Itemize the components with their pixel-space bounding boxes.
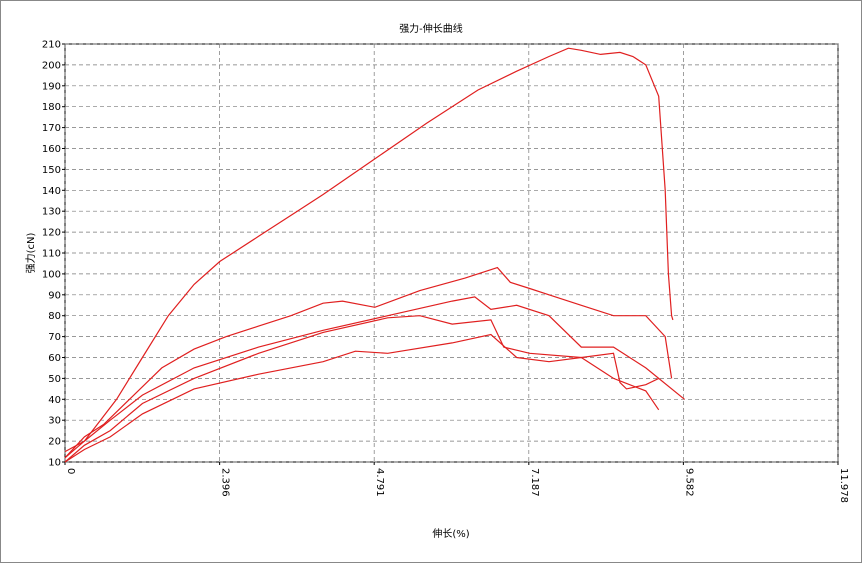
y-tick-label: 10 — [48, 458, 61, 469]
y-tick-label: 130 — [42, 207, 61, 218]
y-tick-label: 120 — [42, 228, 61, 239]
x-tick-label: 9.582 — [683, 468, 694, 497]
y-tick-label: 210 — [42, 40, 61, 51]
y-tick-label: 20 — [48, 437, 61, 448]
y-tick-label: 70 — [48, 332, 61, 343]
y-tick-label: 90 — [48, 290, 61, 301]
x-tick-label: 0 — [65, 468, 76, 474]
y-tick-label: 200 — [42, 60, 61, 71]
curve — [64, 315, 659, 463]
x-tick-label: 4.791 — [374, 468, 385, 497]
y-tick-label: 50 — [48, 374, 61, 385]
y-tick-label: 100 — [42, 269, 61, 280]
y-tick-label: 140 — [42, 186, 61, 197]
y-tick-label: 80 — [48, 311, 61, 322]
chart-title: 强力-伸长曲线 — [399, 22, 463, 35]
y-axis-label: 强力(cN) — [24, 233, 37, 274]
y-tick-label: 150 — [42, 165, 61, 176]
x-tick-label: 7.187 — [529, 468, 540, 497]
y-tick-label: 60 — [48, 353, 61, 364]
y-tick-label: 40 — [48, 395, 61, 406]
curve — [64, 266, 673, 459]
x-tick-label: 11.978 — [838, 468, 849, 503]
y-tick-label: 110 — [42, 249, 61, 260]
y-tick-label: 190 — [42, 81, 61, 92]
curve — [64, 47, 674, 453]
curve — [64, 296, 685, 459]
y-tick-label: 30 — [48, 416, 61, 427]
x-axis-label: 伸长(%) — [432, 528, 469, 540]
y-tick-label: 170 — [42, 123, 61, 134]
y-tick-label: 180 — [42, 102, 61, 113]
x-tick-label: 2.396 — [220, 468, 231, 497]
y-tick-label: 160 — [42, 144, 61, 155]
curve — [64, 333, 660, 463]
